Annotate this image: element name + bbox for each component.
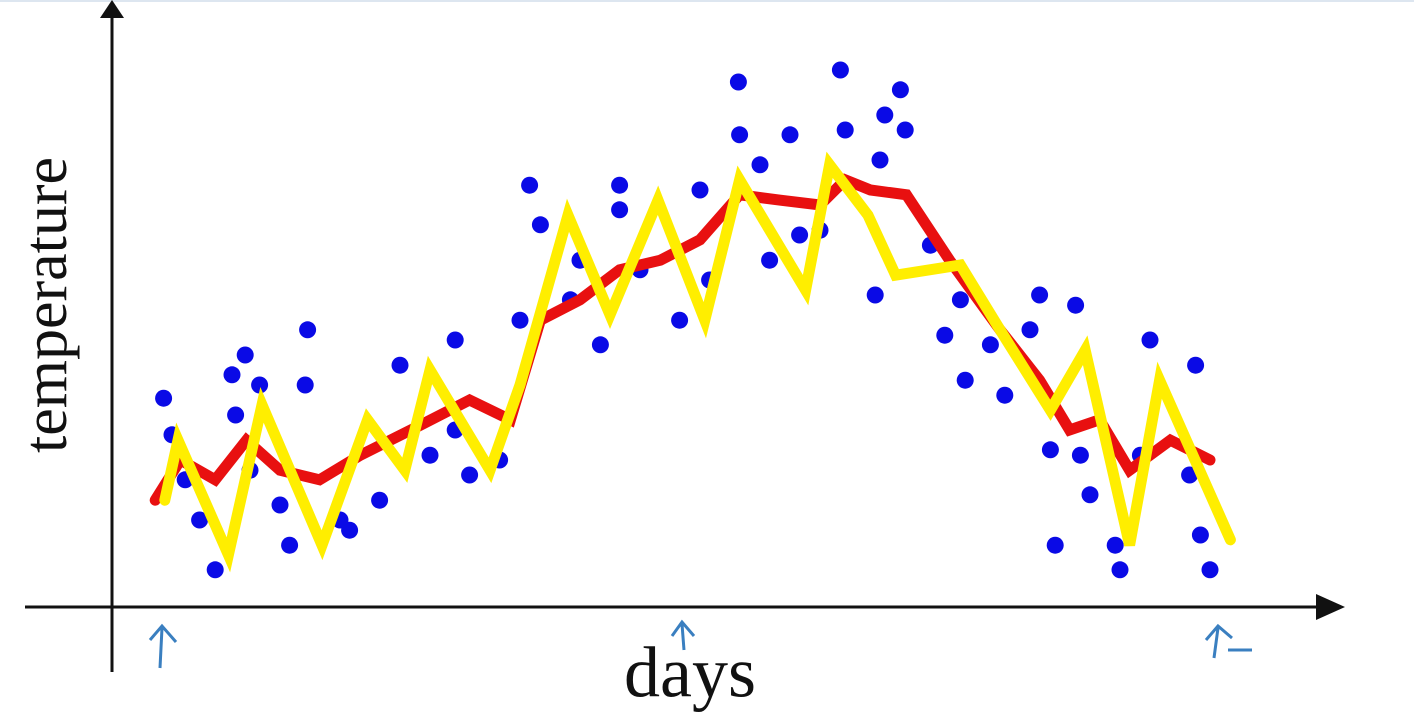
line (149, 173, 1216, 506)
y-axis-label: temperature (12, 157, 80, 453)
data-point (956, 371, 974, 389)
data-point (781, 126, 799, 144)
y-axis-arrow (100, 0, 124, 18)
data-point (155, 389, 173, 407)
data-point (223, 366, 241, 384)
data-point (936, 326, 954, 344)
data-point (227, 406, 245, 424)
data-point (421, 446, 439, 464)
data-point (1067, 296, 1085, 314)
data-point (671, 311, 689, 329)
data-point (836, 121, 854, 139)
data-point (1201, 561, 1219, 579)
data-point (206, 561, 224, 579)
data-point (951, 291, 969, 309)
data-point (511, 311, 529, 329)
data-point (691, 181, 709, 199)
data-point (271, 496, 289, 514)
data-point (299, 321, 317, 339)
line (159, 151, 1236, 573)
data-point (996, 386, 1014, 404)
data-point (1106, 536, 1124, 554)
data-point (791, 226, 809, 244)
data-point (729, 73, 747, 91)
data-point (521, 176, 539, 194)
data-point (831, 61, 849, 79)
data-point (871, 151, 889, 169)
data-point (1191, 526, 1209, 544)
data-point (296, 376, 314, 394)
data-point (891, 81, 909, 99)
data-point (896, 121, 914, 139)
data-point (371, 491, 389, 509)
data-point (761, 251, 779, 269)
data-point (1041, 441, 1059, 459)
data-point (981, 336, 999, 354)
plot-area (149, 61, 1236, 579)
x-axis-label: days (624, 633, 756, 713)
data-point (1187, 356, 1205, 374)
data-point (876, 106, 894, 124)
data-point (191, 511, 209, 529)
data-point (461, 466, 479, 484)
data-point (236, 346, 254, 364)
data-point (751, 156, 769, 174)
x-axis-arrow (1316, 594, 1345, 620)
data-point (281, 536, 299, 554)
data-point (866, 286, 884, 304)
data-point (391, 356, 409, 374)
data-point (1021, 321, 1039, 339)
data-point (1111, 561, 1129, 579)
data-point (1031, 286, 1049, 304)
data-point (1071, 446, 1089, 464)
data-point (1141, 331, 1159, 349)
data-point (611, 201, 629, 219)
data-point (1081, 486, 1099, 504)
data-point (531, 216, 549, 234)
annotation-arrows (148, 619, 1252, 669)
data-point (731, 126, 749, 144)
data-point (591, 336, 609, 354)
data-point (1046, 536, 1064, 554)
data-point (611, 176, 629, 194)
data-point (251, 376, 269, 394)
data-point (446, 331, 464, 349)
